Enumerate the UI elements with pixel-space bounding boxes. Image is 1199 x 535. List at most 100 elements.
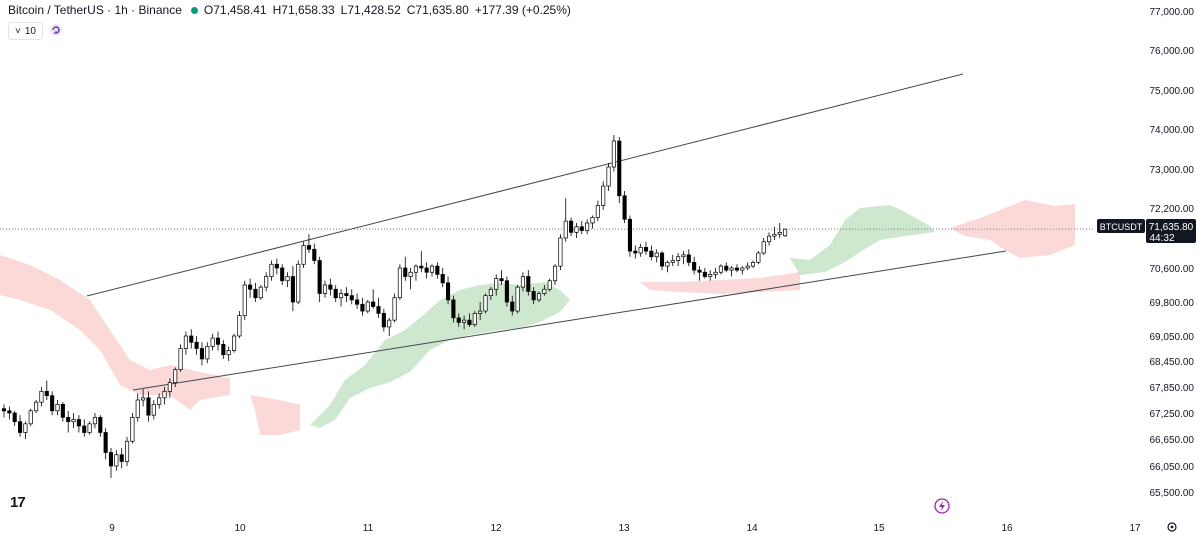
candle <box>488 287 493 300</box>
indicators-toggle[interactable]: ˅ 10 <box>8 22 43 40</box>
candle-body <box>264 276 269 288</box>
symbol-title[interactable]: Bitcoin / TetherUS · 1h · Binance <box>8 3 182 17</box>
candle-body <box>232 335 237 351</box>
candle-body <box>12 412 17 423</box>
y-tick-label: 65,500.00 <box>1150 488 1195 499</box>
candle-body <box>167 382 172 392</box>
candle <box>676 253 681 267</box>
candle-body <box>248 284 253 290</box>
candle-body <box>312 248 317 261</box>
candle <box>462 315 467 330</box>
candle <box>408 268 413 290</box>
candle <box>381 308 386 332</box>
candle-body <box>39 390 44 403</box>
candle <box>237 311 242 339</box>
x-tick-label: 14 <box>746 523 758 534</box>
candle-body <box>392 297 397 321</box>
candle-body <box>355 299 360 305</box>
candle-body <box>692 262 697 271</box>
candle <box>718 264 723 275</box>
candle <box>108 448 114 478</box>
candle-body <box>708 274 713 277</box>
candle-body <box>552 265 558 282</box>
candle <box>371 289 376 309</box>
candle <box>215 331 221 351</box>
candle-body <box>756 252 761 263</box>
candle-body <box>622 195 627 220</box>
y-tick-label: 66,650.00 <box>1150 435 1195 446</box>
price-axis[interactable]: 77,000.00 76,000.00 75,000.00 74,000.00 73,0… <box>1150 7 1195 499</box>
candle <box>339 289 344 307</box>
sync-icon[interactable] <box>49 23 63 37</box>
candle-body <box>729 267 734 271</box>
candle-body <box>772 233 777 237</box>
candle-body <box>617 140 622 197</box>
candle <box>403 256 408 281</box>
candle <box>50 391 55 416</box>
candle-body <box>317 260 322 294</box>
candle-body <box>563 220 568 239</box>
open-value: 71,458.41 <box>213 3 267 17</box>
candle <box>178 344 183 372</box>
candle <box>173 367 178 387</box>
candle <box>510 295 515 316</box>
y-tick-label: 76,000.00 <box>1150 46 1195 57</box>
close-label: C <box>406 3 416 17</box>
candle-body <box>483 295 488 312</box>
x-tick-label: 10 <box>234 523 246 534</box>
candle <box>221 340 226 359</box>
candle <box>435 262 440 279</box>
candle <box>729 266 734 277</box>
candle-body <box>306 245 312 250</box>
candle-body <box>574 226 579 233</box>
candle <box>467 313 472 327</box>
lower-trendline[interactable] <box>132 250 1007 391</box>
y-tick-label: 72,200.00 <box>1150 204 1195 215</box>
candle-body <box>87 423 92 433</box>
upper-trendline[interactable] <box>86 73 964 297</box>
candle <box>1 404 7 418</box>
candle-body <box>606 166 611 187</box>
time-axis[interactable]: 9 10 11 12 13 14 15 16 17 <box>109 523 1141 534</box>
indicator-count: 10 <box>24 25 36 37</box>
tradingview-logo[interactable]: 17 <box>10 494 26 511</box>
candle <box>633 245 638 259</box>
candle <box>654 249 659 263</box>
x-tick-label: 15 <box>873 523 885 534</box>
settings-gear-icon[interactable] <box>1167 522 1177 532</box>
candle <box>98 415 103 437</box>
candle-body <box>71 419 76 423</box>
candle <box>665 260 670 273</box>
candle <box>456 313 461 327</box>
candle <box>205 342 210 364</box>
candle <box>504 276 509 307</box>
candle <box>306 234 312 253</box>
x-tick-label: 11 <box>363 523 374 534</box>
candle <box>253 282 258 302</box>
candlesticks[interactable] <box>1 135 788 478</box>
x-tick-label: 17 <box>1129 523 1141 534</box>
candle <box>419 251 424 273</box>
candle-body <box>162 390 167 399</box>
channel-trendlines <box>86 73 1007 391</box>
candle <box>585 219 590 235</box>
candle <box>189 329 194 349</box>
candle-body <box>199 348 205 360</box>
legend-header: Bitcoin / TetherUS · 1h · Binance O 71,45… <box>8 3 571 17</box>
candle <box>627 215 633 257</box>
candle-body <box>274 263 279 269</box>
candle <box>365 299 370 314</box>
candle-body <box>157 397 162 405</box>
flash-icon[interactable] <box>934 498 950 514</box>
candle <box>66 410 71 433</box>
candle-body <box>114 454 119 467</box>
candle-body <box>777 232 782 235</box>
candle <box>124 436 130 466</box>
candle-body <box>50 395 55 412</box>
candle-body <box>595 205 600 218</box>
market-open-dot <box>190 6 198 14</box>
candle <box>440 268 445 288</box>
candle <box>162 387 167 405</box>
candle-body <box>242 284 247 316</box>
